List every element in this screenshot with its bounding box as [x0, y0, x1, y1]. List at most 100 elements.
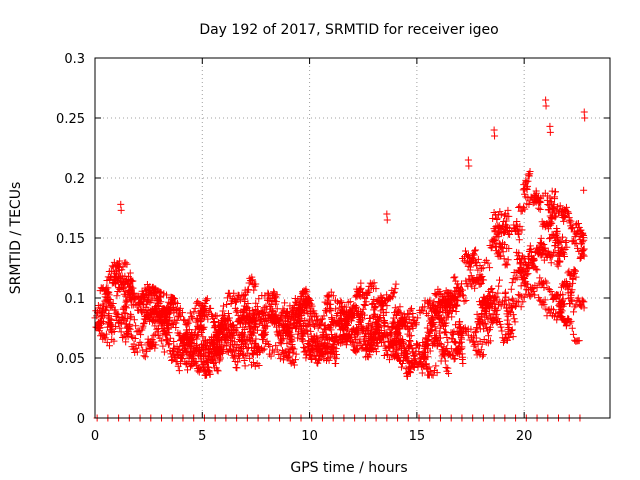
data-point	[155, 300, 163, 308]
data-point	[400, 322, 408, 330]
data-point	[311, 333, 319, 341]
data-point	[137, 298, 145, 306]
x-tick-label: 5	[198, 429, 206, 444]
data-point	[578, 296, 586, 304]
data-point	[119, 277, 127, 285]
data-point	[518, 266, 526, 274]
data-point	[484, 259, 492, 267]
data-point	[513, 223, 521, 231]
y-tick-label: 0.2	[64, 172, 85, 187]
outlier-point	[546, 128, 554, 136]
data-point	[562, 237, 570, 245]
data-point	[207, 304, 215, 312]
data-point	[290, 361, 298, 369]
data-point	[547, 288, 555, 296]
data-point	[521, 274, 529, 282]
data-point	[504, 206, 512, 214]
data-point	[330, 343, 338, 351]
data-point	[444, 338, 452, 346]
data-point	[555, 257, 563, 265]
data-point	[264, 296, 272, 304]
data-point	[119, 333, 127, 341]
data-point	[485, 310, 493, 318]
data-point	[165, 329, 173, 337]
data-point	[553, 316, 561, 324]
data-point	[473, 274, 481, 282]
data-point	[370, 304, 378, 312]
data-point	[327, 300, 335, 308]
data-point	[175, 367, 183, 375]
data-point	[386, 343, 394, 351]
data-point	[351, 304, 359, 312]
data-point	[408, 345, 416, 353]
data-point	[288, 304, 296, 312]
data-point	[163, 336, 171, 344]
data-point	[567, 317, 575, 325]
x-tick-label: 15	[409, 429, 426, 444]
data-point	[339, 326, 347, 334]
data-point	[534, 194, 542, 202]
data-point	[442, 364, 450, 372]
data-point	[116, 257, 124, 265]
data-point	[408, 305, 416, 313]
data-point	[381, 319, 389, 327]
data-point	[362, 353, 370, 361]
data-point	[122, 298, 130, 306]
data-point	[342, 303, 350, 311]
data-point	[233, 328, 241, 336]
data-point	[559, 300, 567, 308]
data-point	[137, 331, 145, 339]
data-point	[504, 312, 512, 320]
data-point	[112, 322, 120, 330]
data-point	[122, 259, 130, 267]
data-point	[504, 256, 512, 264]
data-point	[517, 268, 525, 276]
data-point	[404, 357, 412, 365]
data-point	[548, 187, 556, 195]
data-point	[113, 292, 121, 300]
data-point	[530, 191, 538, 199]
data-point	[444, 364, 452, 372]
data-point	[105, 342, 113, 350]
data-point	[220, 302, 228, 310]
data-point	[214, 367, 222, 375]
data-point	[507, 285, 515, 293]
data-point	[402, 354, 410, 362]
data-point	[472, 346, 480, 354]
data-point	[511, 318, 519, 326]
data-point	[579, 246, 587, 254]
data-point	[106, 295, 114, 303]
data-point	[146, 299, 154, 307]
data-point	[213, 366, 221, 374]
data-point	[564, 208, 572, 216]
data-point	[449, 329, 457, 337]
data-point	[391, 304, 399, 312]
data-point	[470, 342, 478, 350]
data-point	[337, 297, 345, 305]
data-point	[474, 266, 482, 274]
data-point	[188, 313, 196, 321]
data-point	[236, 296, 244, 304]
x-tick-label: 20	[516, 429, 533, 444]
data-point	[563, 281, 571, 289]
data-point	[250, 329, 258, 337]
data-point	[421, 303, 429, 311]
data-point	[468, 276, 476, 284]
data-point	[246, 354, 254, 362]
data-point	[310, 336, 318, 344]
data-point	[511, 302, 519, 310]
data-point	[489, 288, 497, 296]
data-point	[390, 289, 398, 297]
data-point	[417, 306, 425, 314]
data-point	[502, 293, 510, 301]
data-point	[509, 311, 517, 319]
data-point	[480, 276, 488, 284]
data-point	[392, 280, 400, 288]
data-point	[341, 338, 349, 346]
data-point	[418, 361, 426, 369]
data-point	[110, 327, 118, 335]
data-point	[252, 320, 260, 328]
data-point	[220, 321, 228, 329]
data-point	[454, 296, 462, 304]
data-point	[482, 320, 490, 328]
